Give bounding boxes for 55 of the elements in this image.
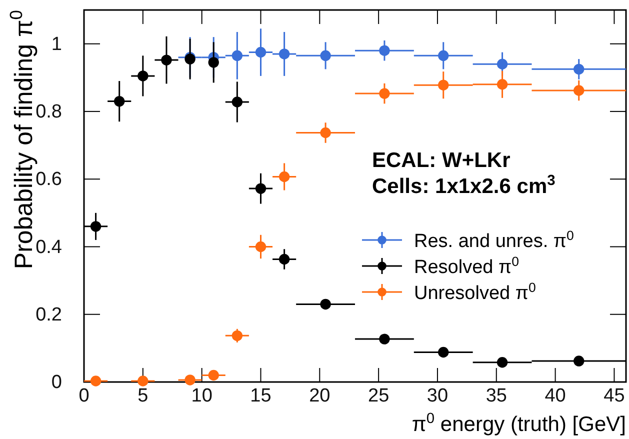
point	[255, 46, 266, 58]
legend-label: Resolved π$^{0}$	[414, 254, 520, 278]
point	[278, 48, 290, 60]
point	[208, 370, 219, 381]
point	[438, 346, 449, 358]
x-axis-title: π$^{0}$ energy (truth) [GeV]	[412, 411, 626, 436]
x-tick-label: 40	[544, 385, 566, 406]
y-tick-label: 0.8	[36, 102, 62, 123]
point	[255, 241, 266, 252]
y-tick-label: 0.6	[36, 169, 62, 190]
x-tick-label: 25	[368, 385, 390, 406]
x-tick-label: 20	[309, 385, 330, 406]
y-tick-label: 1	[51, 34, 62, 55]
point	[208, 57, 219, 68]
x-tick-label: 15	[250, 385, 272, 406]
point	[90, 221, 102, 232]
x-tick-label: 35	[486, 385, 507, 406]
legend-label: Unresolved π$^{0}$	[414, 280, 536, 304]
point	[278, 171, 290, 182]
point	[255, 183, 266, 194]
point	[320, 127, 331, 138]
point	[232, 50, 243, 61]
point	[138, 70, 148, 82]
point	[320, 298, 331, 310]
x-tick-label: 0	[78, 385, 90, 406]
point	[161, 54, 172, 66]
point	[114, 96, 125, 107]
point	[320, 50, 331, 61]
x-tick-label: 5	[138, 385, 148, 406]
point	[438, 80, 449, 90]
legend-label: Res. and unres. π$^{0}$	[414, 228, 574, 252]
y-tick-label: 0	[51, 372, 62, 394]
point	[574, 356, 584, 366]
point	[278, 254, 290, 265]
point	[138, 376, 148, 386]
point	[90, 376, 102, 386]
point	[379, 334, 390, 344]
point	[574, 64, 584, 75]
annotation: Cells: 1x1x2.6 cm$^{3}$	[372, 173, 556, 198]
point	[379, 45, 390, 56]
y-tick-label: 0.2	[36, 304, 62, 326]
x-tick-label: 45	[604, 385, 625, 406]
point	[184, 374, 196, 386]
x-tick-label: 30	[426, 385, 448, 406]
point	[496, 357, 508, 368]
point	[232, 96, 243, 108]
y-tick-label: 0.4	[36, 236, 62, 258]
x-tick-label: 10	[191, 385, 212, 406]
point	[438, 50, 449, 61]
point	[574, 85, 584, 96]
point	[232, 330, 243, 342]
point	[496, 58, 508, 70]
point	[496, 79, 508, 90]
point	[379, 88, 390, 99]
annotation: ECAL: W+LKr	[372, 149, 510, 172]
